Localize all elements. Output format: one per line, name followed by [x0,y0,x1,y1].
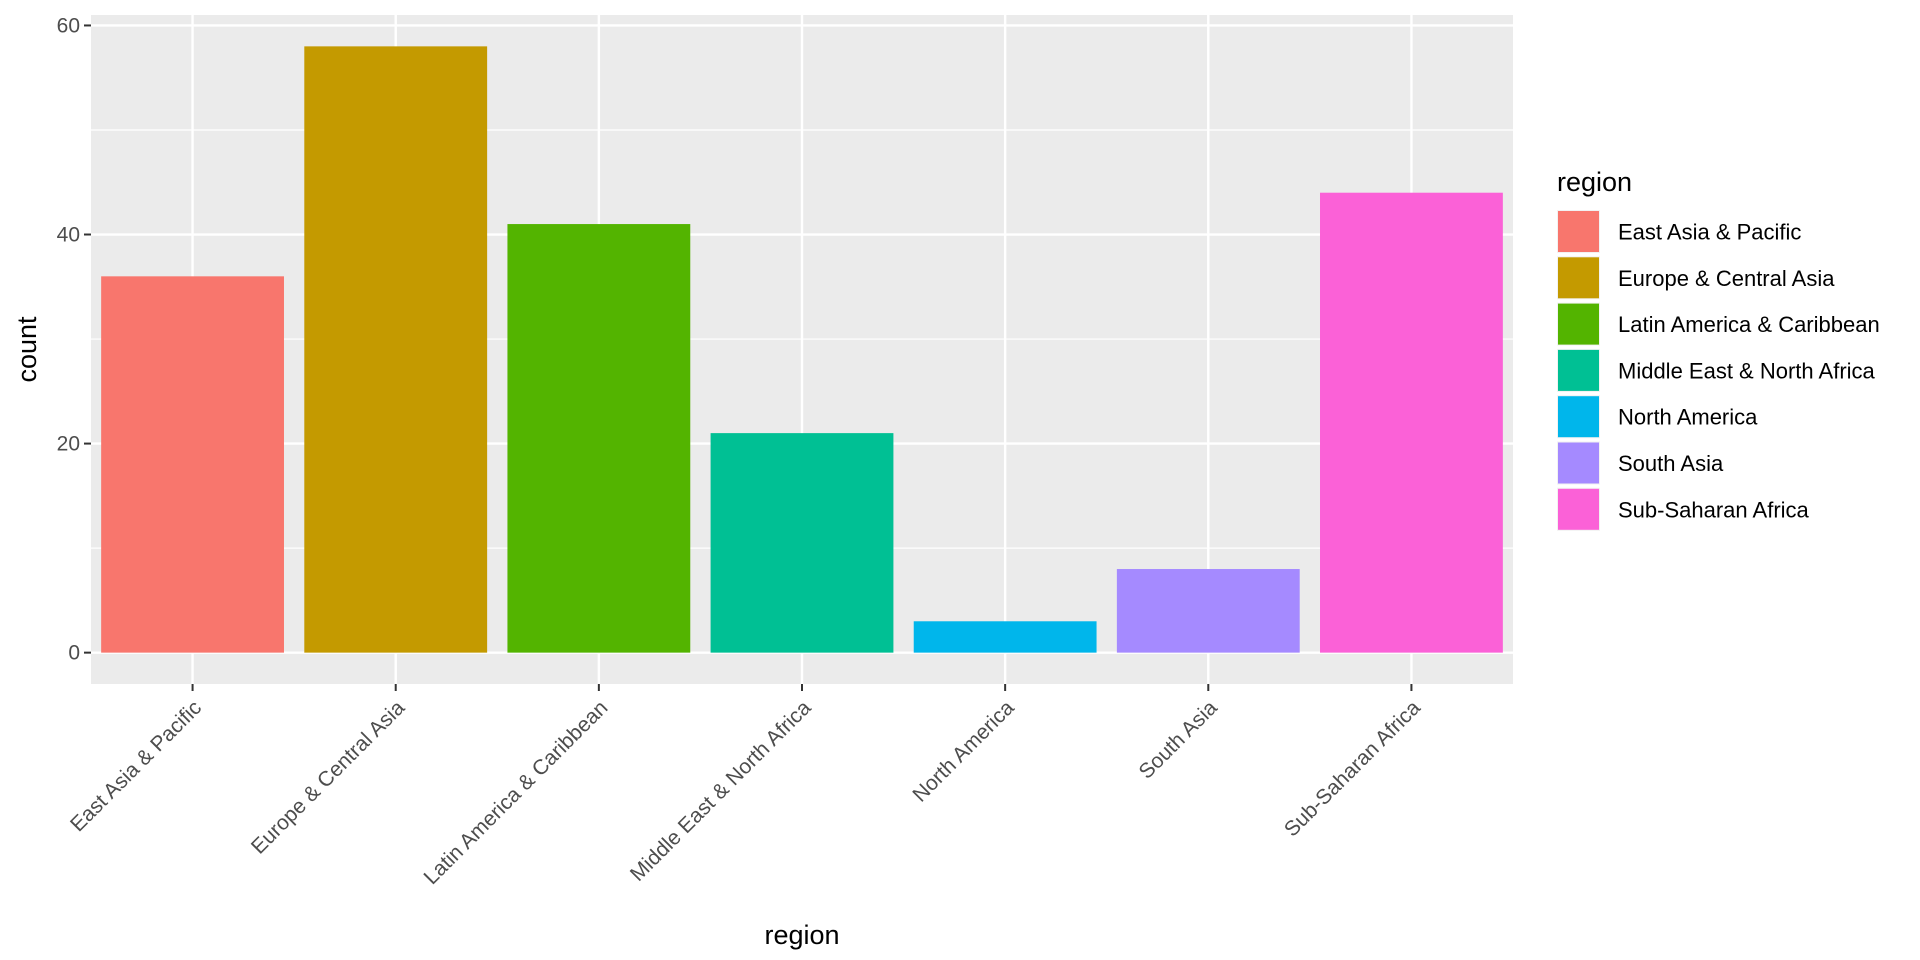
legend-label: East Asia & Pacific [1618,220,1801,245]
legend-key [1558,303,1599,345]
legend-key [1558,211,1599,252]
legend: region East Asia & Pacific Europe & Centr… [1557,167,1880,531]
bar [1116,569,1300,653]
legend-key [1558,257,1599,299]
legend-label: North America [1618,405,1758,430]
bars [101,46,1503,653]
x-tick-label: Latin America & Caribbean [419,696,612,889]
bar [710,433,894,653]
x-tick-label: Sub-Saharan Africa [1280,696,1425,841]
legend-label: Middle East & North Africa [1618,358,1876,383]
legend-label: Latin America & Caribbean [1618,312,1880,337]
x-tick-label: North America [908,696,1019,807]
y-axis: 0 20 40 60 [57,14,91,665]
x-tick-label: Middle East & North Africa [626,696,816,886]
x-axis: East Asia & Pacific Europe & Central Asia… [66,684,1425,889]
bar [913,621,1097,653]
legend-key [1558,396,1599,438]
legend-key [1558,349,1599,391]
legend-key [1558,442,1599,484]
legend-label: Europe & Central Asia [1618,266,1835,291]
bar [507,224,691,653]
x-tick-label: Europe & Central Asia [247,696,410,859]
y-axis-title: count [12,316,42,383]
bar [304,46,488,653]
x-axis-title: region [764,920,839,950]
legend-key [1558,488,1599,530]
legend-title: region [1557,167,1632,197]
bar [101,276,284,653]
legend-label: South Asia [1618,451,1724,476]
x-tick-label: South Asia [1135,696,1222,783]
y-tick-label: 60 [57,14,80,37]
legend-label: Sub-Saharan Africa [1618,497,1810,522]
y-tick-label: 0 [68,642,80,665]
y-tick-label: 40 [57,224,80,247]
x-tick-label: East Asia & Pacific [66,696,206,836]
y-tick-label: 20 [57,433,80,456]
bar [1320,192,1503,653]
